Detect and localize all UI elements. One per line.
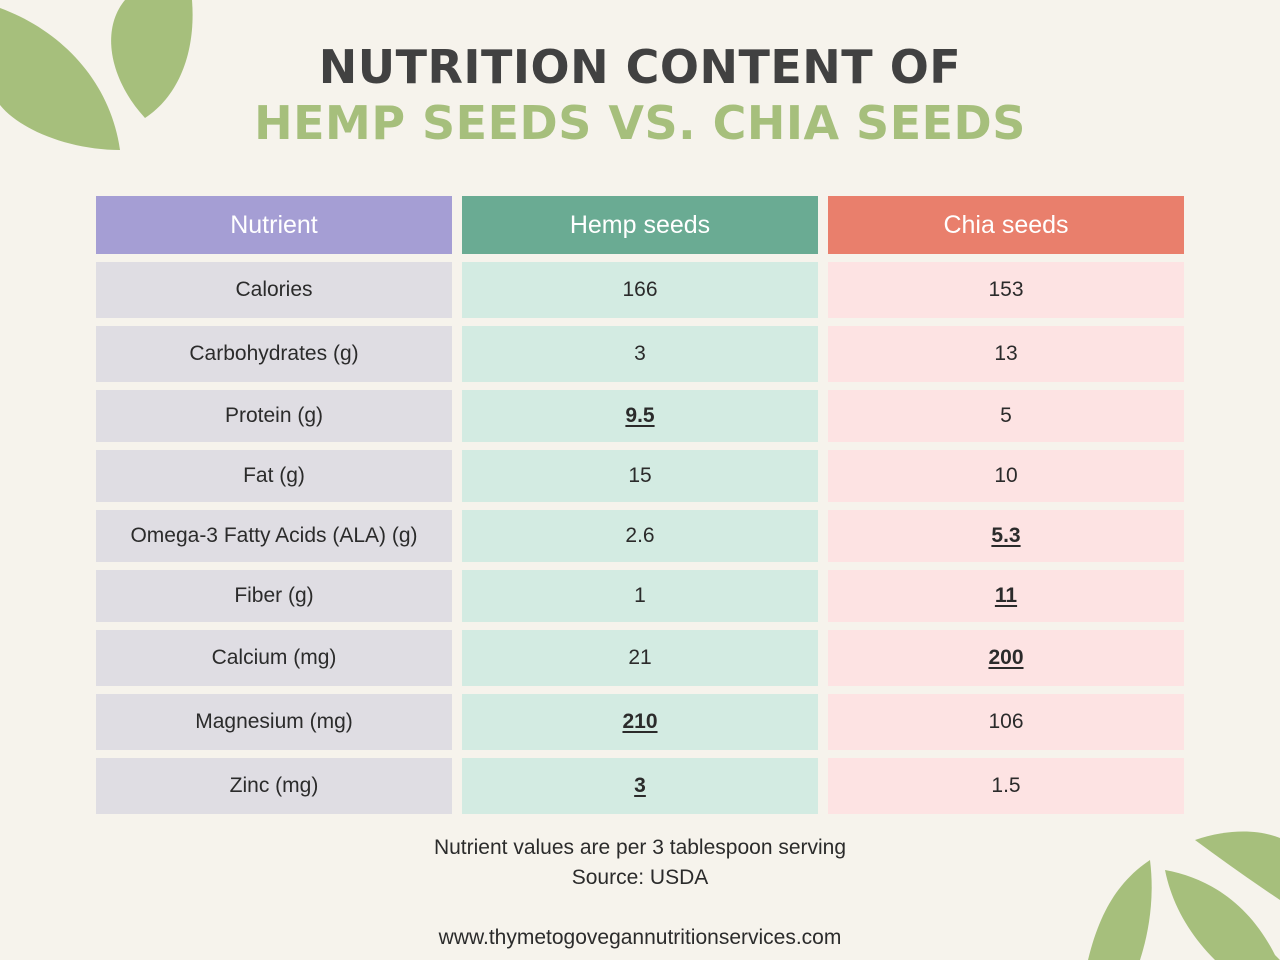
chia-value: 13 [994,342,1018,365]
cell-chia: 10 [828,450,1184,502]
cell-chia: 200 [828,630,1184,686]
chia-value: 153 [988,278,1024,301]
header-chia: Chia seeds [828,196,1184,254]
header-nutrient: Nutrient [96,196,452,254]
serving-note: Nutrient values are per 3 tablespoon ser… [433,836,847,859]
cell-nutrient: Carbohydrates (g) [96,326,452,382]
hemp-value: 15 [628,464,652,487]
cell-hemp: 1 [462,570,818,622]
cell-nutrient: Omega-3 Fatty Acids (ALA) (g) [96,510,452,562]
hemp-value: 166 [622,278,658,301]
cell-chia: 5.3 [828,510,1184,562]
cell-hemp: 9.5 [462,390,818,442]
cell-chia: 13 [828,326,1184,382]
hemp-value: 1 [634,584,646,607]
cell-hemp: 166 [462,262,818,318]
cell-hemp: 15 [462,450,818,502]
cell-nutrient: Magnesium (mg) [96,694,452,750]
cell-nutrient: Zinc (mg) [96,758,452,814]
hemp-value: 2.6 [625,524,655,547]
nutrient-label: Fiber (g) [234,584,314,607]
leaf-bottom-right-icon [1088,860,1152,960]
cell-chia: 106 [828,694,1184,750]
title-line-1: NUTRITION CONTENT OF [318,40,962,94]
nutrient-label: Carbohydrates (g) [189,342,359,365]
cell-chia: 153 [828,262,1184,318]
nutrient-label: Fat (g) [243,464,305,487]
nutrient-label: Zinc (mg) [229,774,319,797]
cell-nutrient: Fat (g) [96,450,452,502]
hemp-value: 210 [622,710,658,733]
cell-nutrient: Calcium (mg) [96,630,452,686]
chia-value: 200 [988,646,1024,669]
header-hemp: Hemp seeds [462,196,818,254]
chia-value: 5.3 [991,524,1021,547]
hemp-value: 3 [634,342,646,365]
nutrient-label: Protein (g) [224,404,324,427]
hemp-value: 9.5 [625,404,655,427]
cell-chia: 5 [828,390,1184,442]
nutrient-label: Calories [235,278,313,301]
website-url: www.thymetogovegannutritionservices.com [438,926,842,949]
leaf-bottom-right-icon [1165,870,1280,960]
chia-value: 1.5 [991,774,1021,797]
cell-hemp: 2.6 [462,510,818,562]
cell-hemp: 21 [462,630,818,686]
cell-chia: 11 [828,570,1184,622]
title-line-2: HEMP SEEDS VS. CHIA SEEDS [254,96,1026,150]
nutrient-label: Calcium (mg) [211,646,337,669]
source-note: Source: USDA [571,866,709,889]
chia-value: 10 [994,464,1018,487]
hemp-value: 3 [634,774,646,797]
nutrient-label: Omega-3 Fatty Acids (ALA) (g) [130,524,418,547]
cell-hemp: 3 [462,758,818,814]
leaf-bottom-right-icon [1195,831,1280,900]
nutrient-label: Magnesium (mg) [195,710,353,733]
cell-nutrient: Fiber (g) [96,570,452,622]
chia-value: 5 [1000,404,1012,427]
cell-hemp: 3 [462,326,818,382]
cell-hemp: 210 [462,694,818,750]
cell-chia: 1.5 [828,758,1184,814]
leaf-top-left-icon [0,8,120,150]
cell-nutrient: Calories [96,262,452,318]
chia-value: 106 [988,710,1024,733]
leaf-top-left-icon [111,0,193,118]
chia-value: 11 [994,584,1018,607]
hemp-value: 21 [628,646,652,669]
cell-nutrient: Protein (g) [96,390,452,442]
